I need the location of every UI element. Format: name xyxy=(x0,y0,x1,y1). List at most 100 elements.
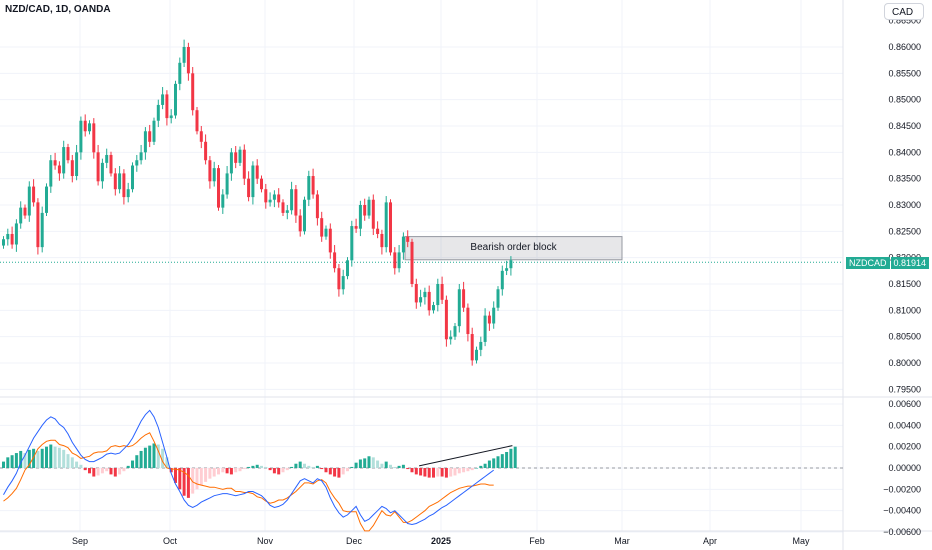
symbol-title: NZD/CAD, 1D, OANDA xyxy=(5,4,111,15)
macd-histogram-bar xyxy=(83,468,87,471)
macd-axis-label: −0.00600 xyxy=(883,527,921,537)
candle-body xyxy=(135,160,139,166)
candle-body xyxy=(419,297,423,303)
candle-body xyxy=(440,284,444,300)
candle-body xyxy=(272,194,276,200)
time-axis-label: Oct xyxy=(163,536,178,546)
macd-histogram-bar xyxy=(174,468,177,483)
candle-body xyxy=(500,270,504,290)
candle-body xyxy=(436,284,440,306)
price-axis-label: 0.86000 xyxy=(888,42,921,52)
macd-histogram-bar xyxy=(440,468,444,477)
macd-histogram-bar xyxy=(45,446,48,468)
price-axis-label: 0.80500 xyxy=(888,332,921,342)
time-axis-label: Feb xyxy=(529,536,545,546)
macd-histogram-bar xyxy=(315,465,319,468)
candle-body xyxy=(118,173,122,190)
macd-histogram-bar xyxy=(505,452,509,468)
macd-histogram-bar xyxy=(182,468,186,496)
macd-histogram-bar xyxy=(75,461,79,468)
macd-histogram-bar xyxy=(165,457,169,468)
macd-histogram-bar xyxy=(234,468,238,473)
candle-body xyxy=(298,215,302,232)
candle-body xyxy=(27,186,31,216)
macd-histogram-bar xyxy=(113,468,117,477)
candle-body xyxy=(165,94,169,119)
candle-body xyxy=(212,168,216,182)
price-tag-symbol: NZDCAD xyxy=(846,257,890,269)
macd-histogram-bar xyxy=(311,466,315,468)
macd-histogram-bar xyxy=(324,468,328,473)
macd-axis-label: 0.00000 xyxy=(888,463,921,473)
candle-body xyxy=(457,289,461,327)
candle-body xyxy=(311,176,315,195)
macd-histogram-bar xyxy=(466,468,470,472)
candle-body xyxy=(376,228,380,234)
candle-body xyxy=(397,252,401,269)
macd-histogram-bar xyxy=(509,448,513,468)
candle-body xyxy=(315,194,319,219)
last-price-tag: NZDCAD 0.81914 xyxy=(846,257,930,269)
macd-histogram-bar xyxy=(32,448,36,468)
candle-body xyxy=(320,218,324,237)
macd-histogram-bar xyxy=(384,461,388,468)
macd-histogram-bar xyxy=(423,468,427,477)
macd-histogram-bar xyxy=(290,466,294,468)
macd-axis-label: 0.00200 xyxy=(888,442,921,452)
time-axis-label: Sep xyxy=(72,536,88,546)
candle-body xyxy=(225,173,229,195)
macd-histogram-bar xyxy=(350,466,354,468)
candlestick-series xyxy=(2,39,513,366)
macd-histogram-bar xyxy=(238,468,242,472)
macd-histogram-bar xyxy=(195,468,199,490)
candle-body xyxy=(410,241,414,284)
candle-body xyxy=(247,178,251,198)
candle-body xyxy=(251,165,255,198)
macd-histogram-bar xyxy=(126,465,130,468)
price-axis-label: 0.85500 xyxy=(888,68,921,78)
macd-histogram-bar xyxy=(363,458,367,468)
macd-histogram-bar xyxy=(444,468,448,478)
macd-pane xyxy=(0,409,843,532)
macd-histogram-bar xyxy=(307,465,311,468)
candle-body xyxy=(126,189,130,198)
candle-body xyxy=(169,115,173,119)
macd-histogram-bar xyxy=(389,464,392,468)
candle-body xyxy=(229,152,233,174)
macd-histogram-bar xyxy=(221,468,225,473)
macd-histogram-bar xyxy=(475,468,478,469)
macd-histogram-bar xyxy=(294,463,298,468)
candle-body xyxy=(113,173,117,190)
candle-body xyxy=(70,160,74,177)
candle-body xyxy=(389,202,392,253)
macd-histogram-bar xyxy=(14,453,18,468)
macd-axis-label: −0.00400 xyxy=(883,506,921,516)
macd-histogram-bar xyxy=(260,465,263,468)
candle-body xyxy=(148,131,152,142)
macd-histogram-bar xyxy=(148,445,152,468)
candle-body xyxy=(40,212,44,248)
candle-body xyxy=(423,291,427,298)
macd-histogram-bar xyxy=(143,447,147,468)
macd-histogram-bar xyxy=(500,454,504,468)
candle-body xyxy=(470,334,474,361)
macd-histogram-bar xyxy=(217,468,220,475)
candle-body xyxy=(204,141,208,161)
candle-body xyxy=(10,233,14,245)
macd-histogram-bar xyxy=(436,468,440,477)
currency-button[interactable]: CAD xyxy=(884,3,924,20)
macd-histogram-bar xyxy=(118,468,122,475)
candle-body xyxy=(384,202,388,248)
price-axis-label: 0.84500 xyxy=(888,121,921,131)
grid-lines xyxy=(0,0,843,533)
macd-histogram-bar xyxy=(358,459,362,468)
candle-body xyxy=(432,305,435,311)
macd-histogram-bar xyxy=(255,464,259,468)
order-block[interactable] xyxy=(404,236,623,261)
macd-histogram-bar xyxy=(36,450,40,468)
candle-body xyxy=(346,260,349,277)
macd-histogram-bar xyxy=(122,468,126,472)
macd-histogram-bar xyxy=(264,466,268,468)
candle-body xyxy=(406,236,410,242)
